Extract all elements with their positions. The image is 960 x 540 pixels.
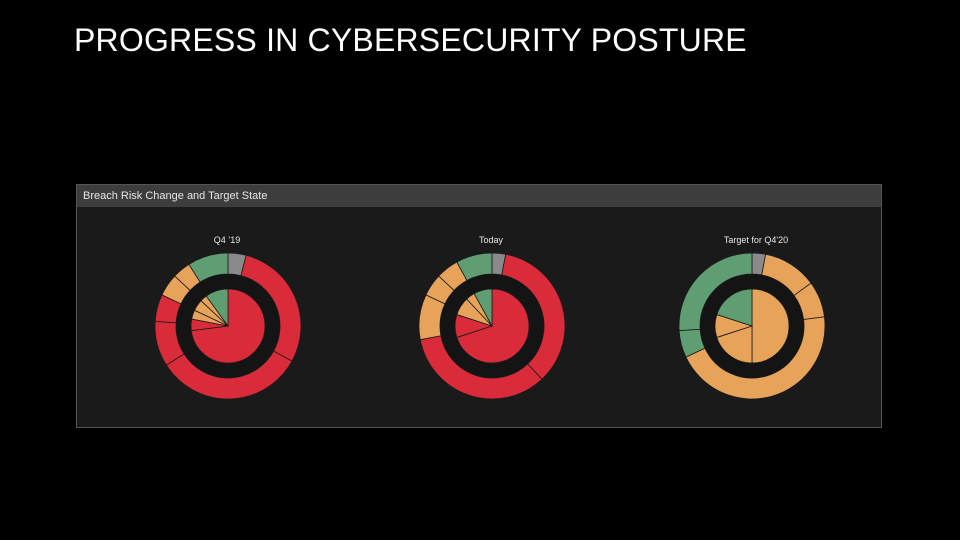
chart-title-q4-19: Q4 ’19 (213, 235, 241, 245)
breach-risk-panel: Breach Risk Change and Target State Q4 ’… (76, 184, 882, 428)
slide-title: PROGRESS IN CYBERSECURITY POSTURE (74, 22, 747, 58)
donut-chart-target (678, 252, 826, 400)
panel-header: Breach Risk Change and Target State (77, 185, 881, 207)
outer-ring-slice-5 (678, 252, 753, 332)
inner-ring-slice-3 (716, 288, 753, 327)
inner-ring-slice-5 (205, 288, 229, 328)
inner-ring-slice-1 (716, 325, 753, 364)
inner-ring-slice-0 (751, 288, 790, 364)
chart-title-today: Today (478, 235, 504, 245)
inner-ring-slice-4 (473, 288, 493, 327)
donut-chart-q4-19 (154, 252, 302, 400)
chart-title-target: Target for Q4'20 (723, 235, 789, 245)
outer-ring-slice-6 (456, 252, 493, 281)
donut-chart-today (418, 252, 566, 400)
outer-ring-slice-7 (188, 252, 229, 283)
